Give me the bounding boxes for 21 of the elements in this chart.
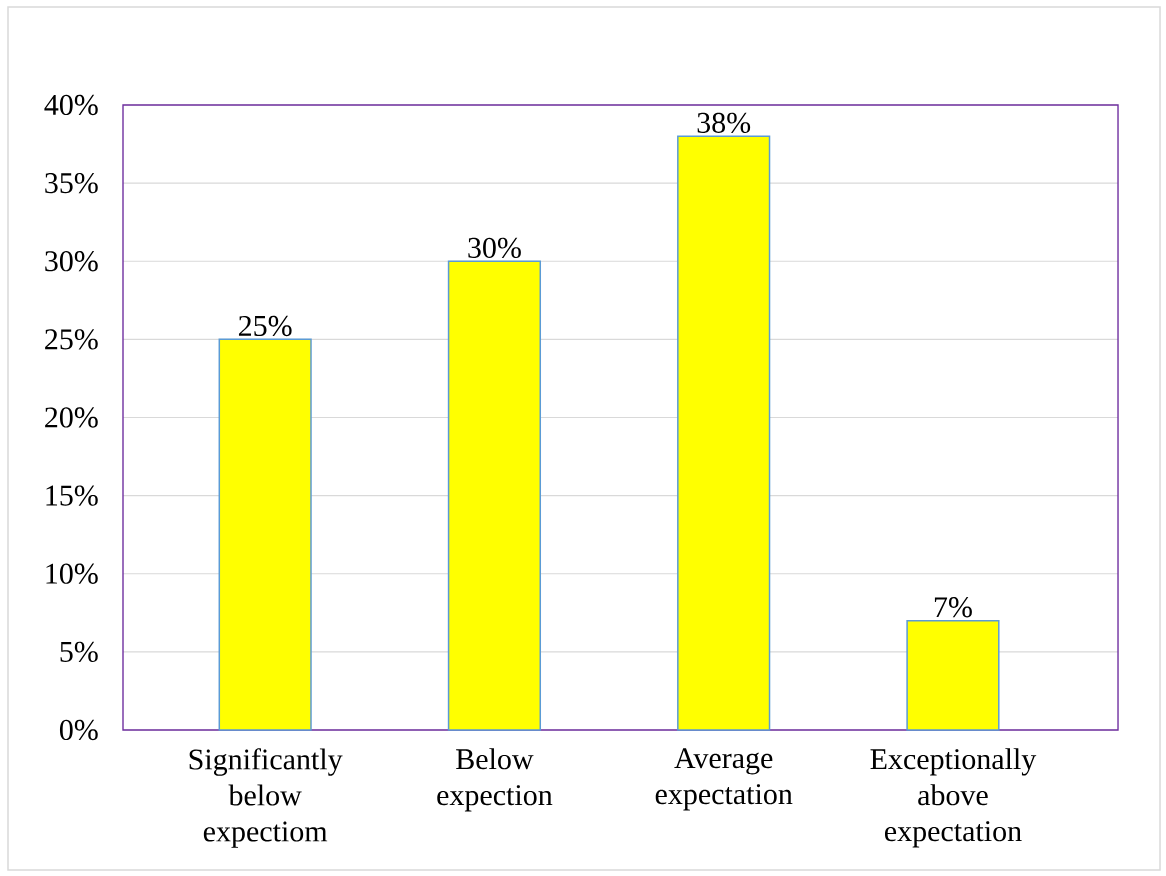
bar	[677, 135, 771, 731]
y-tick-label: 30%	[45, 251, 98, 272]
y-tick-label: 15%	[46, 485, 98, 506]
y-tick-label: 5%	[60, 641, 98, 663]
x-tick-label: Below expection	[437, 748, 553, 812]
y-tick-label: 0%	[59, 719, 98, 741]
y-tick-label: 10%	[46, 563, 98, 584]
data-label: 30%	[468, 237, 521, 259]
y-tick-label: 20%	[45, 407, 98, 428]
data-label: 38%	[697, 112, 751, 134]
x-tick-label: Average expectation	[655, 748, 793, 811]
data-label: 7%	[934, 597, 972, 618]
x-tick-label: Significantly below expectiom	[189, 748, 343, 848]
y-tick-label: 40%	[44, 94, 98, 116]
bar	[218, 338, 312, 731]
data-label: 25%	[238, 315, 292, 337]
bar	[447, 260, 542, 731]
y-tick-label: 25%	[45, 329, 98, 350]
y-tick-label: 35%	[45, 172, 98, 194]
bar	[906, 619, 1000, 731]
x-tick-label: Exceptionally above expectation	[870, 748, 1037, 848]
